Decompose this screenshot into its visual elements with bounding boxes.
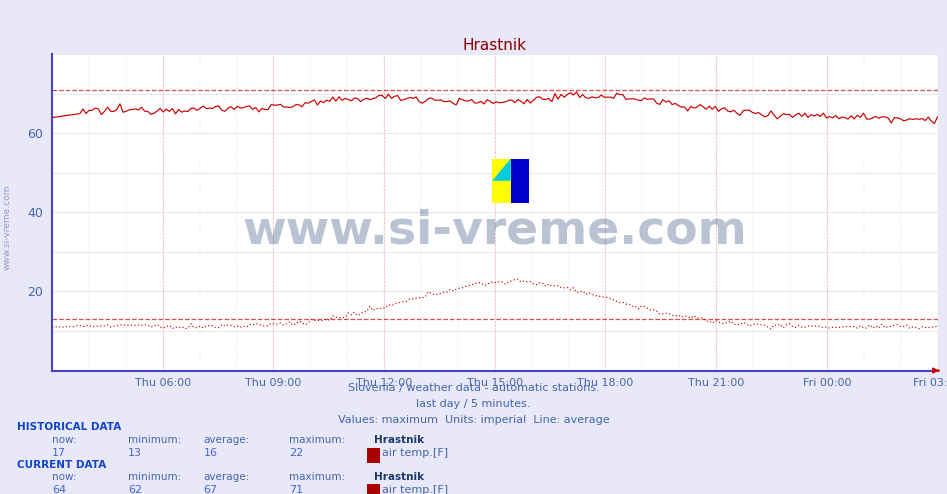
Text: www.si-vreme.com: www.si-vreme.com <box>3 185 12 270</box>
Text: 71: 71 <box>289 485 303 494</box>
Text: Slovenia / weather data - automatic stations.: Slovenia / weather data - automatic stat… <box>348 383 599 393</box>
Text: 16: 16 <box>204 449 218 458</box>
Text: 67: 67 <box>204 485 218 494</box>
Text: average:: average: <box>204 472 250 482</box>
Text: HISTORICAL DATA: HISTORICAL DATA <box>17 422 121 432</box>
Text: last day / 5 minutes.: last day / 5 minutes. <box>417 399 530 409</box>
Text: air temp.[F]: air temp.[F] <box>382 449 448 458</box>
Text: minimum:: minimum: <box>128 472 181 482</box>
Text: 22: 22 <box>289 449 303 458</box>
Text: CURRENT DATA: CURRENT DATA <box>17 460 106 470</box>
Bar <box>492 159 529 203</box>
Text: air temp.[F]: air temp.[F] <box>382 485 448 494</box>
Text: 64: 64 <box>52 485 66 494</box>
Text: Values: maximum  Units: imperial  Line: average: Values: maximum Units: imperial Line: av… <box>338 415 609 425</box>
Title: Hrastnik: Hrastnik <box>463 38 527 53</box>
Text: Hrastnik: Hrastnik <box>374 472 424 482</box>
Text: maximum:: maximum: <box>289 472 345 482</box>
Text: Hrastnik: Hrastnik <box>374 435 424 445</box>
Polygon shape <box>492 159 510 181</box>
Text: maximum:: maximum: <box>289 435 345 445</box>
Bar <box>510 159 529 203</box>
Text: 17: 17 <box>52 449 66 458</box>
Text: now:: now: <box>52 435 77 445</box>
Text: minimum:: minimum: <box>128 435 181 445</box>
Text: now:: now: <box>52 472 77 482</box>
Text: average:: average: <box>204 435 250 445</box>
Text: www.si-vreme.com: www.si-vreme.com <box>242 209 747 254</box>
Text: 13: 13 <box>128 449 142 458</box>
Text: 62: 62 <box>128 485 142 494</box>
